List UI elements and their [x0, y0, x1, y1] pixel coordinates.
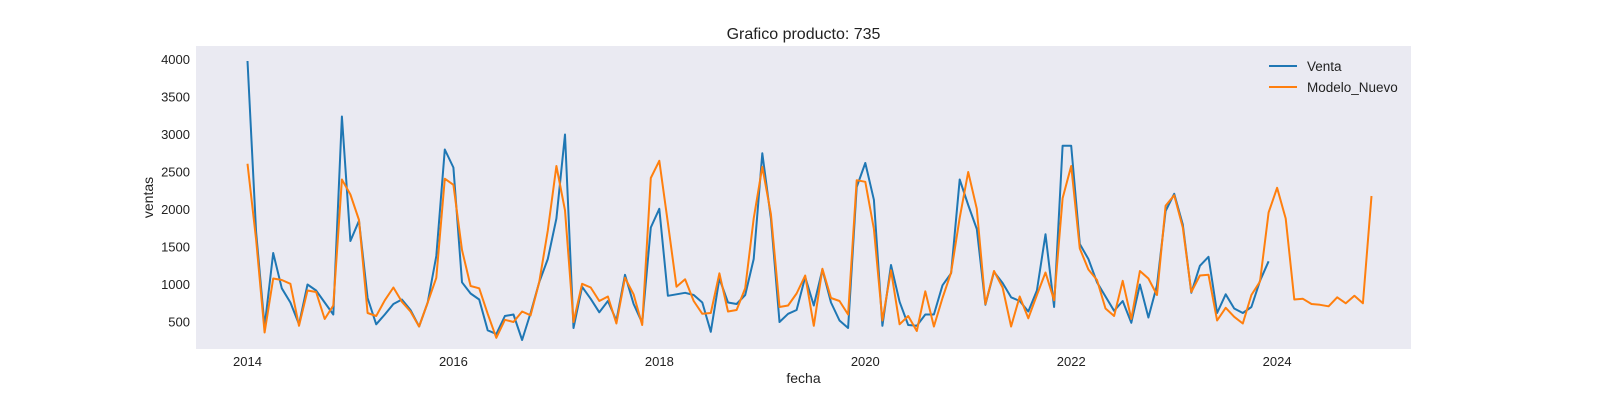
series-line-modelo-nuevo	[246, 159, 1373, 339]
x-axis-label: fecha	[786, 370, 820, 386]
y-tick-label: 1000	[161, 277, 190, 292]
y-tick-label: 2000	[161, 202, 190, 217]
x-tick-label: 2016	[439, 354, 468, 369]
legend-label: Venta	[1307, 59, 1342, 74]
y-axis-ticks: 500 1000 1500 2000 2500 3000 3500 4000	[161, 52, 190, 330]
chart-title: Grafico producto: 735	[727, 26, 881, 43]
x-tick-label: 2024	[1263, 354, 1292, 369]
x-axis-ticks: 2014 2016 2018 2020 2022 2024	[233, 354, 1292, 369]
y-axis-label: ventas	[140, 177, 156, 218]
y-tick-label: 4000	[161, 52, 190, 67]
y-tick-label: 500	[168, 315, 190, 330]
x-tick-label: 2020	[851, 354, 880, 369]
y-tick-label: 1500	[161, 240, 190, 255]
legend-label: Modelo_Nuevo	[1307, 80, 1398, 95]
x-tick-label: 2022	[1057, 354, 1086, 369]
series-layer	[246, 60, 1373, 341]
x-tick-label: 2018	[645, 354, 674, 369]
y-tick-label: 2500	[161, 165, 190, 180]
y-tick-label: 3500	[161, 90, 190, 105]
y-tick-label: 3000	[161, 127, 190, 142]
plot-area	[196, 46, 1411, 349]
x-tick-label: 2014	[233, 354, 262, 369]
legend: Venta Modelo_Nuevo	[1269, 59, 1398, 95]
